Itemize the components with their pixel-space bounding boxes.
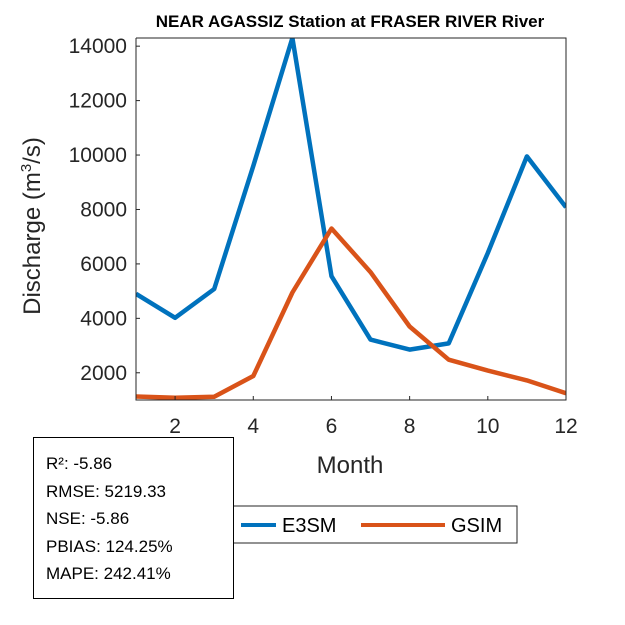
legend: E3SM GSIM [231, 505, 518, 544]
y-axis-label-superscript: 3 [18, 164, 35, 172]
y-ticks: 2000 4000 6000 8000 10000 12000 14000 [69, 35, 140, 385]
metric-nse: NSE: -5.86 [46, 509, 130, 528]
y-tick-label: 2000 [80, 362, 127, 385]
series-line-e3sm [136, 38, 566, 352]
y-tick-label: 4000 [80, 307, 127, 330]
chart-title: NEAR AGASSIZ Station at FRASER RIVER Riv… [156, 12, 545, 31]
metrics-box: R²: -5.86 RMSE: 5219.33 NSE: -5.86 PBIAS… [33, 437, 234, 599]
plot-background [136, 38, 566, 400]
x-tick-label: 6 [326, 415, 338, 438]
y-axis-label-main: Discharge (m [19, 172, 46, 315]
x-tick-label: 2 [169, 415, 181, 438]
metric-r2: R²: -5.86 [46, 454, 113, 473]
metric-rmse: RMSE: 5219.33 [46, 481, 167, 501]
x-tick-label: 12 [554, 415, 577, 438]
metric-mape: MAPE: 242.41% [46, 564, 171, 583]
y-tick-label: 14000 [69, 35, 127, 58]
metric-pbias: PBIAS: 124.25% [46, 536, 173, 556]
y-tick-label: 6000 [80, 253, 127, 276]
x-tick-label: 8 [404, 415, 416, 438]
legend-label-e3sm: E3SM [282, 515, 336, 537]
y-tick-label: 12000 [69, 90, 127, 113]
series-line-gsim [136, 226, 566, 400]
legend-label-gsim: GSIM [451, 515, 502, 537]
y-axis-label-end: /s) [19, 137, 46, 164]
x-tick-label: 10 [476, 415, 499, 438]
y-tick-label: 8000 [80, 198, 127, 221]
x-axis-label: Month [317, 452, 384, 479]
plot-area: 2 4 6 8 10 12 2000 4000 6000 8000 10000 12000 14000 [69, 35, 578, 438]
x-tick-label: 4 [247, 415, 259, 438]
x-ticks: 2 4 6 8 10 12 [169, 396, 578, 438]
y-tick-label: 10000 [69, 144, 127, 167]
y-axis-label: Discharge (m3/s) [18, 137, 46, 315]
series-layer [136, 38, 566, 400]
